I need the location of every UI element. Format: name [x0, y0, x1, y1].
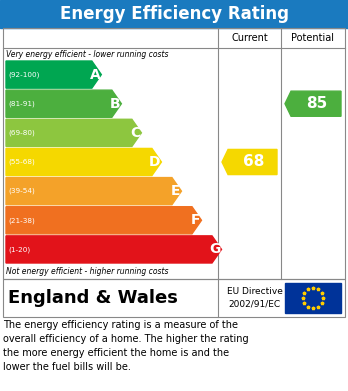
Text: (1-20): (1-20) [8, 246, 30, 253]
Text: A: A [89, 68, 100, 82]
Text: D: D [149, 155, 160, 169]
Text: (55-68): (55-68) [8, 159, 35, 165]
Text: E: E [171, 184, 181, 198]
Text: 68: 68 [243, 154, 264, 170]
Bar [285, 283, 341, 313]
Text: Energy Efficiency Rating: Energy Efficiency Rating [60, 5, 288, 23]
Text: Potential: Potential [292, 33, 334, 43]
Polygon shape [6, 207, 201, 234]
Text: Not energy efficient - higher running costs: Not energy efficient - higher running co… [6, 267, 168, 276]
Text: (81-91): (81-91) [8, 100, 35, 107]
Text: (92-100): (92-100) [8, 71, 39, 78]
Text: Very energy efficient - lower running costs: Very energy efficient - lower running co… [6, 50, 168, 59]
Text: (69-80): (69-80) [8, 129, 35, 136]
Text: The energy efficiency rating is a measure of the
overall efficiency of a home. T: The energy efficiency rating is a measur… [3, 320, 248, 372]
Text: EU Directive
2002/91/EC: EU Directive 2002/91/EC [227, 287, 283, 309]
Bar [0, 0, 348, 28]
Polygon shape [285, 91, 341, 116]
Text: (21-38): (21-38) [8, 217, 35, 224]
Text: G: G [209, 242, 221, 256]
Text: F: F [191, 213, 200, 227]
Text: B: B [110, 97, 120, 111]
Text: C: C [130, 126, 140, 140]
Bar [3, 279, 345, 317]
Polygon shape [222, 149, 277, 174]
Polygon shape [6, 119, 141, 146]
Polygon shape [6, 149, 161, 176]
Text: (39-54): (39-54) [8, 188, 35, 194]
Text: England & Wales: England & Wales [8, 289, 178, 307]
Polygon shape [6, 236, 221, 263]
Polygon shape [6, 61, 101, 88]
Text: 85: 85 [306, 96, 327, 111]
Text: Current: Current [231, 33, 268, 43]
Polygon shape [6, 90, 121, 117]
Polygon shape [6, 178, 181, 205]
Bar [3, 28, 345, 279]
